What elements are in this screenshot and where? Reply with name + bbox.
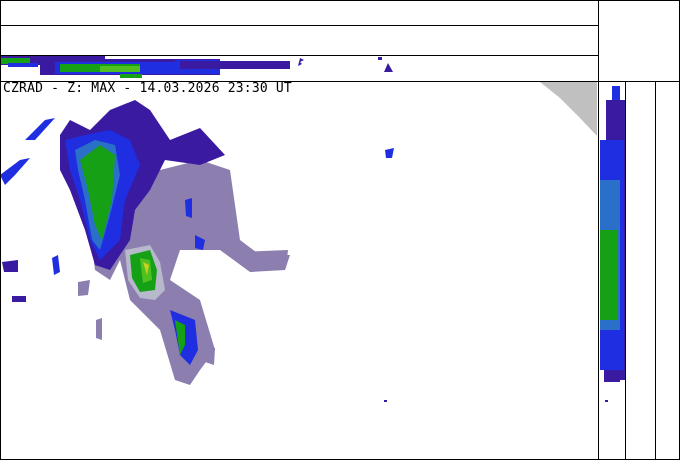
product-title: CZRAD - Z: MAX - 14.03.2026 23:30 UT [3, 81, 292, 96]
out-of-range-area [540, 82, 597, 136]
main-map-echoes [0, 100, 394, 402]
right-projection-echoes [600, 86, 626, 402]
top-projection-echoes [0, 55, 393, 78]
